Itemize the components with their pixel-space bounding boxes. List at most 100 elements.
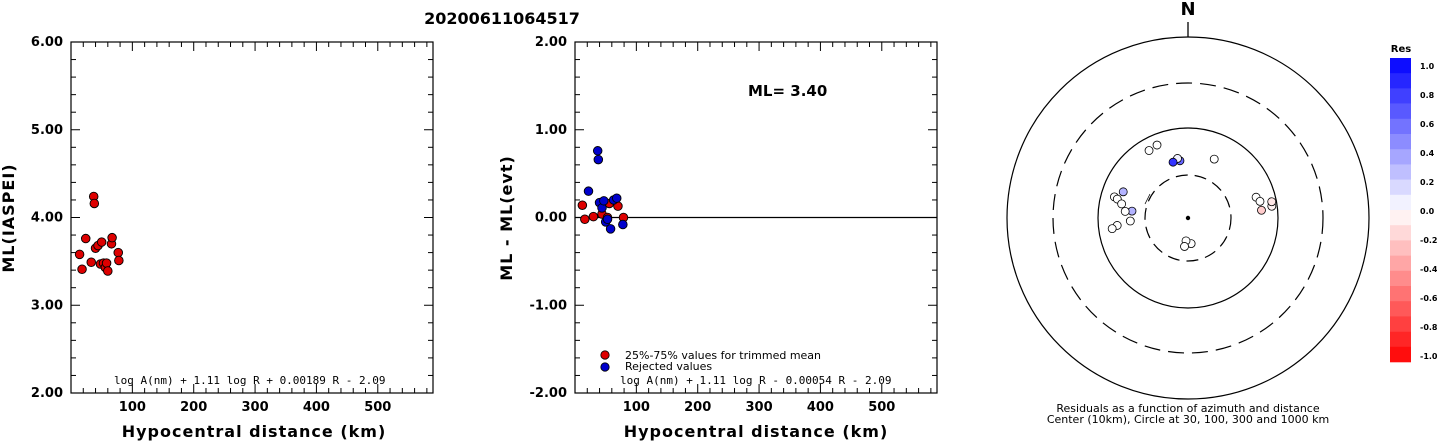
colorbar-cell <box>1390 346 1411 363</box>
y-tick-label: -1.00 <box>530 298 567 313</box>
panel-azimuth-map: N Residuals as a function of azimuth and… <box>1006 0 1370 426</box>
residual-point <box>1117 199 1127 209</box>
colorbar-cell <box>1390 194 1411 211</box>
residual-point <box>1118 187 1128 197</box>
data-point <box>77 264 87 275</box>
x-tick-label: 300 <box>745 400 772 415</box>
colorbar-cell <box>1390 210 1411 226</box>
data-point <box>583 186 594 196</box>
y-tick-label: 2.00 <box>31 386 63 401</box>
colorbar-cell <box>1390 73 1411 89</box>
data-point <box>107 232 117 243</box>
colorbar-tick-label: -0.8 <box>1420 323 1437 332</box>
tick-labels-2: 100 200 300 400 500 -2.00 -1.00 0.00 1.00 2.00 <box>530 35 896 415</box>
data-point <box>599 196 609 206</box>
colorbar: Res 1.0 0.8 0.6 0.4 0.2 0.0 -0.2 -0.4 -0.6 -0.8 -1… <box>1390 44 1437 363</box>
y-tick-label: 4.00 <box>31 211 63 226</box>
colorbar-tick-label: -0.6 <box>1420 294 1437 303</box>
colorbar-cell <box>1390 179 1411 196</box>
colorbar-tick-label: -0.4 <box>1420 265 1437 274</box>
residual-point <box>1144 146 1154 155</box>
data-points-1 <box>74 191 124 276</box>
epicenter-marker <box>1185 215 1191 221</box>
colorbar-tick-label: 0.4 <box>1420 149 1435 158</box>
colorbar-cell <box>1390 58 1411 74</box>
y-tick-label: 0.00 <box>535 211 567 226</box>
y-tick-label: 6.00 <box>31 35 63 50</box>
y-tick-label: 5.00 <box>31 123 63 138</box>
y-tick-label: -2.00 <box>530 386 567 401</box>
colorbar-title: Res <box>1391 44 1411 55</box>
residual-point <box>1125 216 1135 226</box>
colorbar-tick-label: 0.2 <box>1420 178 1434 187</box>
residual-point <box>1267 197 1277 207</box>
colorbar-labels: 1.0 0.8 0.6 0.4 0.2 0.0 -0.2 -0.4 -0.6 -0.8 -1.0 <box>1420 62 1437 361</box>
data-point <box>89 198 100 209</box>
x-tick-label: 500 <box>868 400 895 415</box>
colorbar-cell <box>1390 134 1411 150</box>
residual-point <box>1107 224 1117 234</box>
x-axis-title-2: Hypocentral distance (km) <box>624 422 889 441</box>
colorbar-cell <box>1390 225 1411 241</box>
colorbar-cell <box>1390 270 1411 287</box>
colorbar-cell <box>1390 103 1411 120</box>
x-tick-label: 200 <box>180 400 207 415</box>
residual-point <box>1255 196 1265 206</box>
data-point <box>101 258 112 268</box>
legend-marker-trimmed <box>600 350 610 360</box>
ring-1000km <box>1006 36 1370 400</box>
x-tick-label: 200 <box>684 400 711 415</box>
axis-ticks-2 <box>575 42 937 393</box>
colorbar-cell <box>1390 301 1411 317</box>
data-point <box>96 237 107 247</box>
residual-points <box>1107 140 1277 251</box>
x-tick-label: 500 <box>364 400 391 415</box>
colorbar-cell <box>1390 255 1411 272</box>
colorbar-cell <box>1390 164 1411 180</box>
x-tick-label: 400 <box>807 400 834 415</box>
residual-point <box>1180 242 1189 251</box>
north-label: N <box>1180 0 1195 20</box>
legend-label-trimmed: 25%-75% values for trimmed mean <box>625 349 821 362</box>
x-tick-label: 100 <box>623 400 650 415</box>
colorbar-tick-label: 1.0 <box>1420 62 1435 71</box>
panel-ml-vs-distance: 100 200 300 400 500 2.00 3.00 4.00 5.00 6.00 Hypo… <box>0 35 434 441</box>
colorbar-cell <box>1390 88 1411 104</box>
data-point <box>593 154 604 165</box>
y-tick-label: 1.00 <box>535 123 567 138</box>
data-point <box>611 193 622 203</box>
legend-label-rejected: Rejected values <box>625 360 712 373</box>
y-tick-label: 3.00 <box>31 298 63 313</box>
axis-ticks-1 <box>71 42 433 393</box>
x-tick-label: 300 <box>241 400 268 415</box>
figure-title: 20200611064517 <box>424 9 580 28</box>
x-tick-label: 400 <box>303 400 330 415</box>
map-caption-1: Residuals as a function of azimuth and d… <box>1056 402 1319 415</box>
colorbar-cell <box>1390 331 1411 348</box>
residual-point <box>1209 154 1219 164</box>
ring-100km <box>1097 127 1279 309</box>
legend-marker-rejected <box>600 362 610 372</box>
data-point <box>114 255 124 266</box>
y-tick-label: 2.00 <box>535 35 567 50</box>
data-point <box>588 211 599 222</box>
data-point <box>605 224 616 234</box>
data-point <box>580 214 590 225</box>
data-point <box>602 214 613 225</box>
colorbar-cell <box>1390 240 1411 256</box>
colorbar-cell <box>1390 286 1411 302</box>
data-point <box>592 146 603 156</box>
data-point <box>103 266 113 276</box>
x-tick-label: 100 <box>119 400 146 415</box>
data-point <box>618 219 628 230</box>
data-point <box>74 249 85 260</box>
data-point <box>113 247 123 258</box>
panel-residual-vs-distance: 100 200 300 400 500 -2.00 -1.00 0.00 1.00 2.00 ML… <box>497 35 938 441</box>
data-point <box>86 257 96 268</box>
colorbar-tick-label: 0.0 <box>1420 207 1435 216</box>
residual-point <box>1168 157 1178 167</box>
plot-frame-1 <box>70 41 434 394</box>
colorbar-cell <box>1390 149 1411 165</box>
formula-1: log A(nm) + 1.11 log R + 0.00189 R - 2.0… <box>114 374 386 387</box>
